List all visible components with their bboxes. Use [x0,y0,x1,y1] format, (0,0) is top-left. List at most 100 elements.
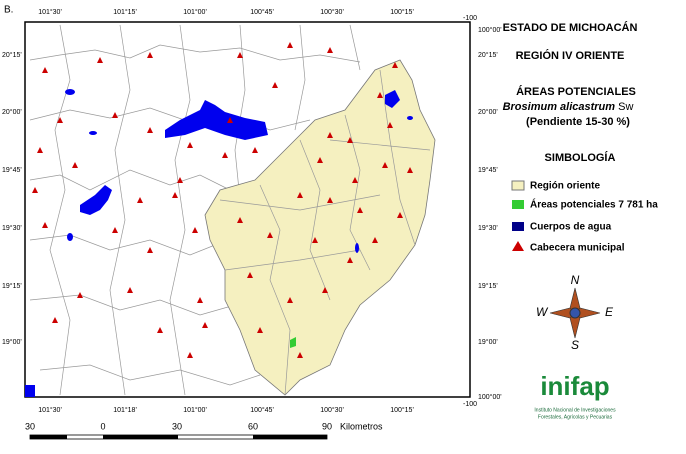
municipal-seat [197,297,203,303]
lat-label: 20°15' [478,51,498,59]
legend-title: SIMBOLOGÍA [545,151,616,164]
municipal-seat [112,227,118,233]
water-bodies [25,89,413,397]
lat-label: 19°15' [2,282,22,290]
compass [549,287,601,339]
municipal-seat [357,207,363,213]
municipal-seat [347,137,353,143]
lat-label: 19°30' [478,224,498,232]
corner-label: 100°00' [478,393,502,401]
municipal-seat [407,167,413,173]
municipal-seat [257,327,263,333]
municipal-seat [312,237,318,243]
state-title: ESTADO DE MICHOACÁN [503,21,638,34]
municipal-seat [112,112,118,118]
municipal-seat [397,212,403,218]
legend-swatch [512,200,524,209]
municipal-seat [317,157,323,163]
scale-tick-label: 90 [322,421,332,431]
municipal-seat [32,187,38,193]
slope: (Pendiente 15-30 %) [526,116,630,128]
lon-label: 100°15' [390,8,414,16]
municipal-seat [272,82,278,88]
lon-label: 101°00' [183,406,207,414]
species: Brosimum alicastrum Sw [503,101,634,113]
municipal-seat [382,162,388,168]
potential-area [290,337,296,348]
lon-label: 100°30' [320,406,344,414]
species-name: Brosimum alicastrum [503,101,616,113]
municipal-seat [192,227,198,233]
corner-label: 100°00' [478,26,502,34]
subject-title: ÁREAS POTENCIALES [516,85,636,98]
lon-label: 101°18' [113,406,137,414]
municipal-seat [267,232,273,238]
municipal-seat [327,132,333,138]
region-title: REGIÓN IV ORIENTE [516,49,625,62]
municipal-seat [147,127,153,133]
municipal-seat [237,217,243,223]
municipal-seat [287,42,293,48]
municipal-seat [297,192,303,198]
legend-item: Cabecera municipal [530,243,625,254]
municipal-seat [42,67,48,73]
municipal-seat [297,352,303,358]
scale-unit: Kilometros [340,421,383,431]
legend-item: Áreas potenciales 7 781 ha [530,198,658,211]
municipal-seat [127,287,133,293]
municipal-seat [287,297,293,303]
species-author: Sw [618,101,633,113]
region-boundaries [219,69,431,396]
municipal-seat [327,47,333,53]
municipal-seat [222,152,228,158]
region-oriente [204,59,436,396]
lat-label: 19°00' [2,338,22,346]
municipal-seat [97,57,103,63]
municipal-seat [377,92,383,98]
municipal-seat [252,147,258,153]
municipal-seat [347,257,353,263]
lat-label: 19°00' [478,338,498,346]
municipal-seat [177,177,183,183]
municipal-seat [72,162,78,168]
compass-e: E [605,305,614,319]
municipal-seat [392,62,398,68]
lon-label: 101°15' [113,8,137,16]
logo: inifap [540,371,609,401]
municipal-seat [202,322,208,328]
municipal-seat [157,327,163,333]
municipal-seat [352,177,358,183]
municipal-seat [147,52,153,58]
municipal-seat [247,272,253,278]
lon-label: 100°45' [250,406,274,414]
lat-label: 20°15' [2,51,22,59]
lat-label: 19°45' [478,166,498,174]
municipal-seat [187,142,193,148]
municipal-seat [52,317,58,323]
scale-tick-label: 30 [25,421,35,431]
municipal-seat [187,352,193,358]
lat-label: 19°45' [2,166,22,174]
scale-bar [29,434,328,440]
logo-line: Instituto Nacional de Investigaciones [534,407,616,413]
panel-label: B. [4,5,13,16]
municipal-seat [387,122,393,128]
municipal-seat [57,117,63,123]
lat-label: 20°00' [2,108,22,116]
lon-label: 100°45' [250,8,274,16]
legend-item: Región oriente [530,181,600,192]
municipal-seat [372,237,378,243]
scale-tick-label: 30 [172,421,182,431]
lon-label: 101°00' [183,8,207,16]
municipal-seat [327,197,333,203]
lat-label: 19°30' [2,224,22,232]
scale-tick-label: 60 [248,421,258,431]
legend-swatch [511,180,525,191]
legend-swatch [512,222,524,231]
municipal-seat [322,287,328,293]
municipal-seat [147,247,153,253]
lon-label: 100°30' [320,8,344,16]
lat-label: 20°00' [478,108,498,116]
municipal-seat [237,52,243,58]
